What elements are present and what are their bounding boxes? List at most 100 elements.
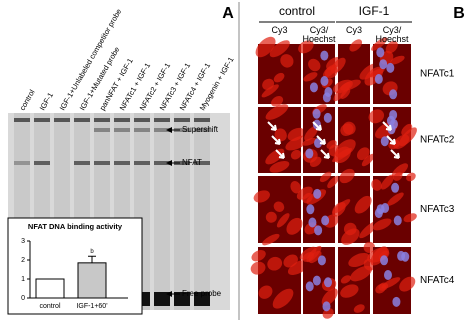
gel-band <box>114 161 130 165</box>
fiber <box>262 78 275 90</box>
column-label: Cy3/ Hoechst <box>375 25 409 44</box>
fiber <box>298 40 314 54</box>
fiber <box>303 72 318 82</box>
fiber <box>369 68 385 78</box>
micrograph <box>338 241 376 314</box>
fiber <box>290 180 301 194</box>
pointer-arrow <box>390 149 400 159</box>
column-label: Cy3/ Hoechst <box>302 25 336 44</box>
fiber <box>265 211 277 223</box>
row-label: NFATc4 <box>420 275 455 286</box>
nucleus <box>314 225 323 236</box>
fiber <box>372 218 392 231</box>
nucleus <box>312 108 321 119</box>
gel-band <box>174 128 190 132</box>
y-tick-label: 0 <box>21 295 25 302</box>
nucleus <box>312 275 321 286</box>
fiber <box>283 254 298 268</box>
fiber <box>370 246 388 266</box>
pointer-arrow <box>316 135 326 145</box>
column-label: Cy3 <box>271 25 288 35</box>
nucleus <box>314 137 323 148</box>
fiber <box>299 246 317 260</box>
pointer-arrow <box>312 121 322 131</box>
gel-well <box>134 118 150 122</box>
fiber <box>393 172 403 181</box>
x-tick-label: control <box>39 303 60 310</box>
fiber <box>276 213 290 228</box>
lane-label: control <box>18 88 37 112</box>
gel-lane <box>174 113 190 310</box>
gel-band <box>174 161 190 165</box>
gel-well <box>54 118 70 122</box>
micrograph <box>302 104 341 173</box>
nucleus <box>324 277 333 288</box>
fiber <box>371 179 382 191</box>
micrograph <box>250 247 310 314</box>
error-bar <box>88 255 96 263</box>
micrograph <box>332 107 375 173</box>
fiber <box>326 140 337 149</box>
nucleus <box>391 182 400 193</box>
band-arrowhead <box>166 127 172 133</box>
micrograph <box>253 176 303 246</box>
fiber <box>353 304 365 313</box>
fiber <box>333 146 351 164</box>
micrograph <box>371 172 417 243</box>
fiber <box>371 37 388 51</box>
fiber <box>302 137 317 146</box>
panel-label: B <box>453 5 465 22</box>
pointer-arrow <box>382 121 392 131</box>
fiber <box>269 160 290 173</box>
pointer-arrow <box>320 149 330 159</box>
fiber <box>255 36 276 58</box>
inset-box <box>7 217 143 315</box>
gel-well <box>34 118 50 122</box>
nucleus <box>309 82 318 93</box>
fiber <box>330 57 346 74</box>
fiber <box>368 109 385 124</box>
gel-band <box>14 161 30 165</box>
nucleus <box>308 217 317 228</box>
fiber <box>349 39 363 52</box>
fiber <box>332 201 346 217</box>
column-label: Cy3 <box>345 25 362 35</box>
fiber <box>342 121 356 135</box>
pointer-arrow <box>271 135 281 145</box>
band-label: Free probe <box>182 289 222 298</box>
gel-band <box>194 292 210 306</box>
micrograph <box>296 171 340 243</box>
nucleus <box>374 208 383 219</box>
micrograph <box>364 37 411 104</box>
gel-band <box>154 161 170 165</box>
nucleus <box>324 87 333 98</box>
fiber <box>340 284 359 298</box>
fiber <box>280 54 294 68</box>
fiber <box>340 88 351 99</box>
fiber <box>274 128 287 142</box>
fiber <box>361 153 375 167</box>
fiber <box>378 282 389 291</box>
gel-lane <box>154 113 170 310</box>
fiber <box>265 104 289 120</box>
nucleus <box>323 112 332 123</box>
y-tick-label: 3 <box>21 238 25 245</box>
gel-band <box>174 292 190 306</box>
band-label: NFAT <box>182 158 202 167</box>
gel-band <box>34 161 50 165</box>
significance-label: b <box>90 249 94 255</box>
fiber <box>308 58 321 72</box>
fiber <box>272 288 294 309</box>
fiber <box>261 84 279 98</box>
row-label: NFATc1 <box>420 69 455 80</box>
micrograph <box>258 104 310 173</box>
fiber <box>399 276 416 292</box>
fiber <box>251 250 266 262</box>
fiber <box>267 256 283 271</box>
band-label: Supershift <box>182 125 219 134</box>
nucleus <box>389 119 398 130</box>
nucleus <box>380 255 389 266</box>
gel-well <box>174 118 190 122</box>
